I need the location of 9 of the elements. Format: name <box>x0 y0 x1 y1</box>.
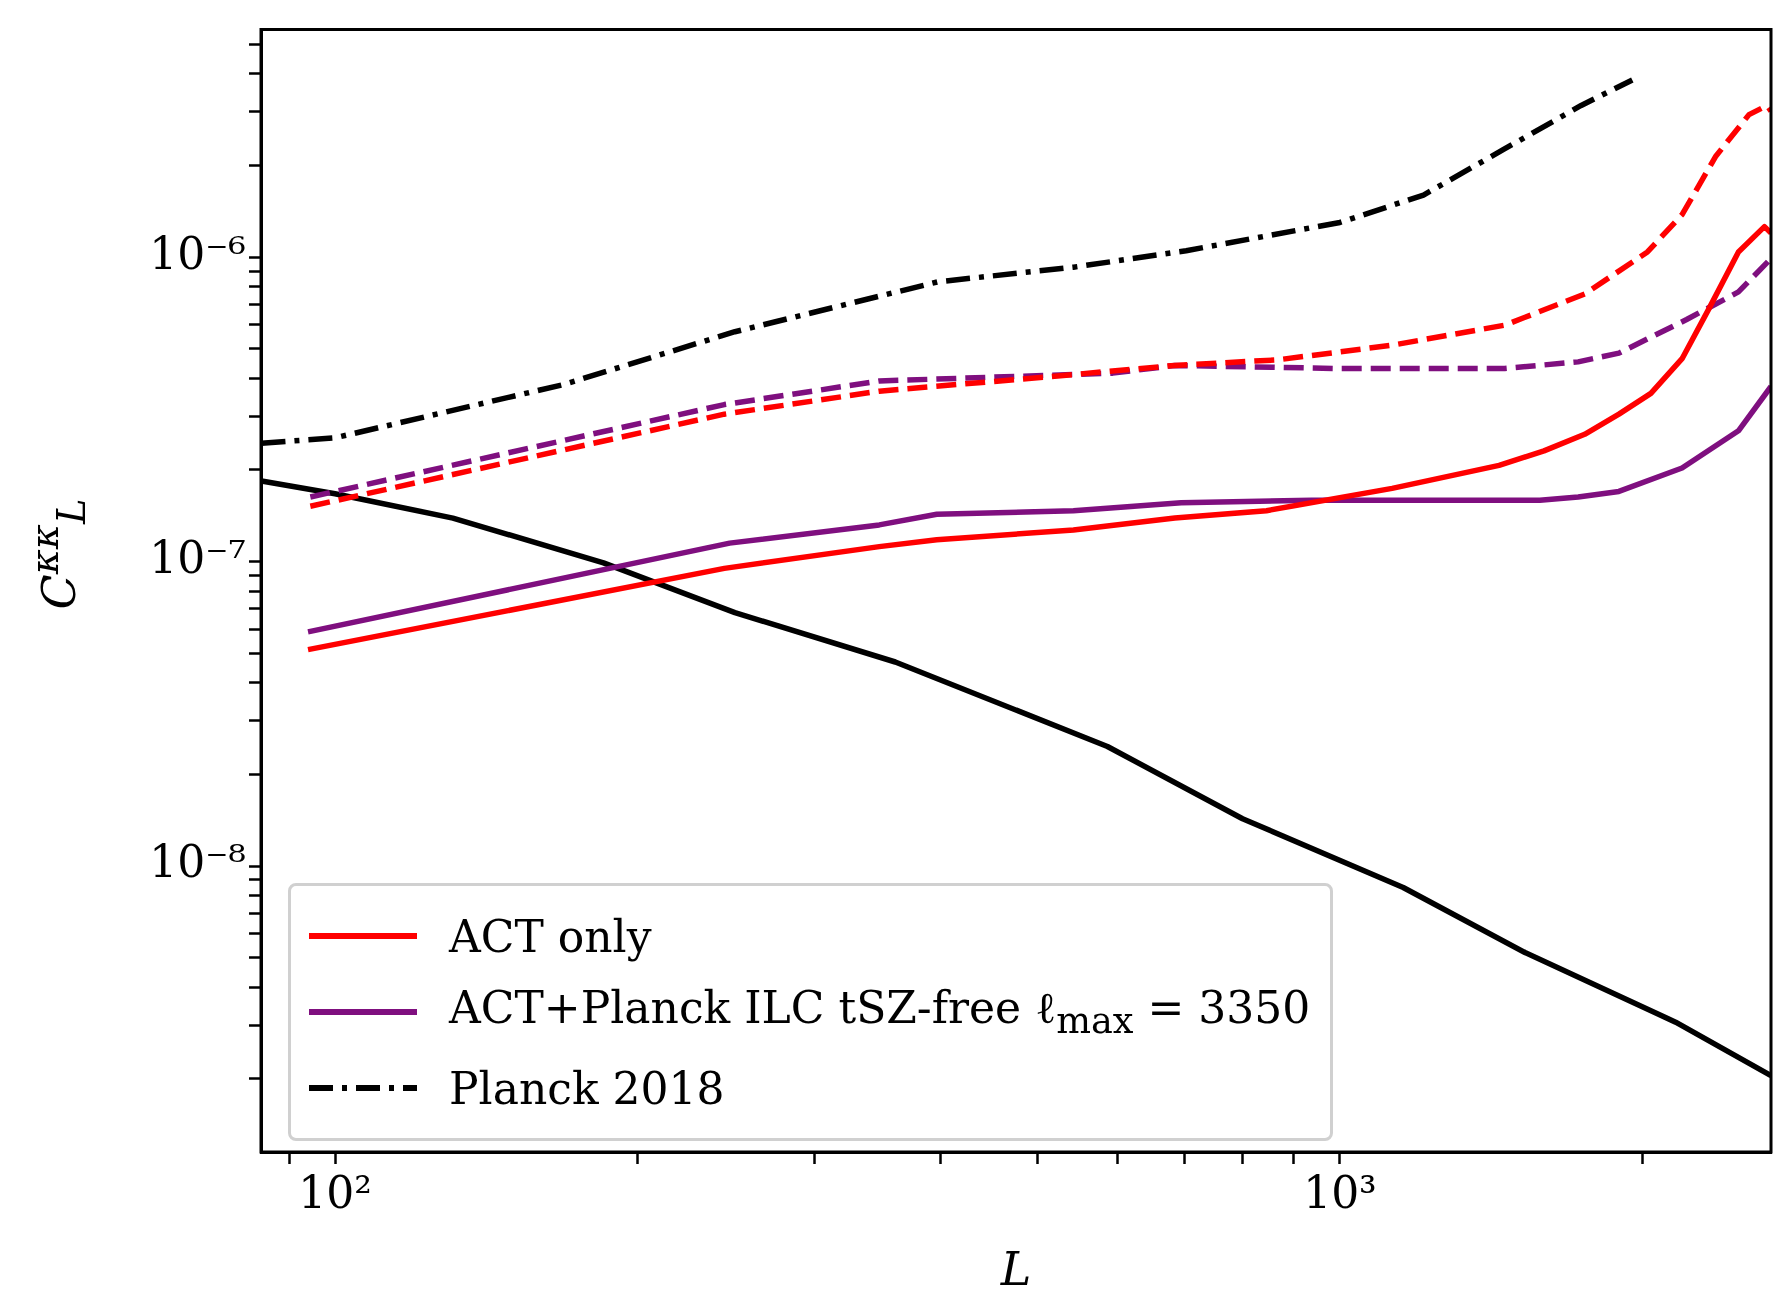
x-tick-label: 10² <box>298 1166 372 1218</box>
legend-label: ACT+Planck ILC tSZ-free ℓ$_{max}$ = 3350 <box>449 982 1311 1042</box>
legend-label: ACT only <box>449 910 652 962</box>
x-axis-title: L <box>999 1242 1032 1297</box>
y-tick-label: 10⁻⁶ <box>149 227 246 279</box>
x-tick-label: 10³ <box>1303 1166 1377 1218</box>
y-tick-label: 10⁻⁷ <box>149 532 246 584</box>
legend-label: Planck 2018 <box>449 1062 725 1114</box>
y-tick-label: 10⁻⁸ <box>149 836 246 888</box>
